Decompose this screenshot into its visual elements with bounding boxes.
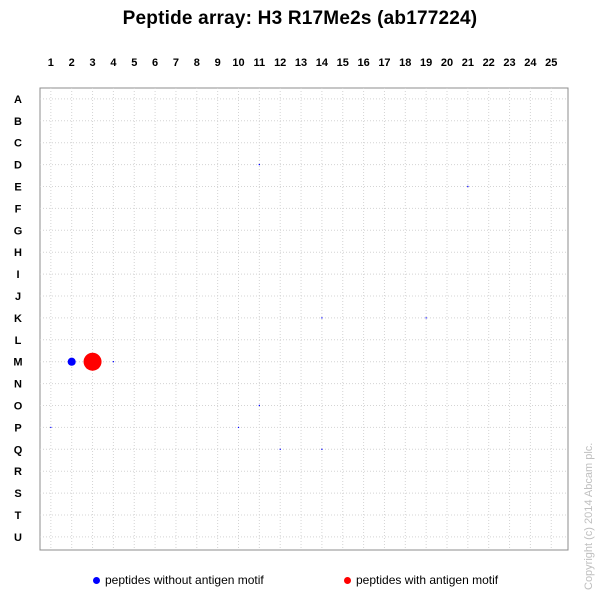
data-point-O11	[258, 404, 261, 407]
row-tick-K: K	[14, 313, 22, 325]
column-tick-25: 25	[545, 57, 557, 69]
data-point-P10	[237, 426, 240, 429]
legend-label-without-motif: peptides without antigen motif	[105, 573, 264, 587]
data-point-K14	[321, 317, 323, 319]
legend-marker-without-motif	[93, 576, 100, 584]
plot-area-frame	[39, 87, 569, 551]
row-tick-R: R	[14, 466, 22, 478]
row-tick-S: S	[14, 488, 21, 500]
row-tick-A: A	[14, 94, 22, 106]
column-tick-16: 16	[357, 57, 369, 69]
data-point-Q12	[279, 448, 281, 450]
data-point-Q14	[321, 448, 323, 450]
column-tick-labels: 1 2 3 4 5 6 7 8 9 10 11 12 13 14 15 16 17 18 19 20 21 22 23 24 2…	[48, 57, 558, 69]
column-tick-5: 5	[131, 57, 137, 69]
column-tick-22: 22	[483, 57, 495, 69]
chart-title: Peptide array: H3 R17Me2s (ab177224)	[122, 8, 478, 29]
legend-item-with-motif: peptides with antigen motif	[344, 573, 498, 587]
column-tick-23: 23	[503, 57, 515, 69]
column-tick-17: 17	[378, 57, 390, 69]
column-tick-8: 8	[194, 57, 200, 69]
column-tick-11: 11	[254, 57, 266, 69]
row-tick-M: M	[13, 357, 22, 369]
column-tick-14: 14	[316, 57, 329, 69]
row-tick-D: D	[14, 160, 22, 172]
row-tick-H: H	[14, 247, 22, 259]
data-point-P1	[50, 426, 52, 429]
row-tick-U: U	[14, 532, 22, 544]
row-tick-P: P	[14, 422, 21, 434]
column-tick-2: 2	[69, 57, 75, 69]
row-tick-G: G	[14, 225, 23, 237]
legend-marker-with-motif	[344, 576, 351, 584]
legend: peptides without antigen motif peptides …	[0, 573, 600, 589]
column-tick-7: 7	[173, 57, 179, 69]
column-tick-20: 20	[441, 57, 453, 69]
data-points	[50, 163, 469, 450]
row-tick-O: O	[14, 401, 23, 413]
row-tick-T: T	[15, 510, 22, 522]
copyright-notice: Copyright (c) 2014 Abcam plc.	[583, 442, 595, 590]
row-tick-E: E	[14, 182, 21, 194]
column-tick-19: 19	[420, 57, 432, 69]
row-tick-C: C	[14, 138, 22, 150]
column-tick-3: 3	[89, 57, 95, 69]
column-tick-15: 15	[337, 57, 349, 69]
column-tick-4: 4	[110, 57, 117, 69]
row-tick-I: I	[16, 269, 19, 281]
data-point-M3	[83, 352, 102, 371]
data-point-M2	[67, 357, 76, 366]
column-tick-18: 18	[399, 57, 411, 69]
column-tick-9: 9	[215, 57, 221, 69]
data-point-D11	[258, 163, 261, 166]
legend-item-without-motif: peptides without antigen motif	[93, 573, 264, 587]
row-tick-J: J	[15, 291, 21, 303]
legend-label-with-motif: peptides with antigen motif	[356, 573, 499, 587]
column-tick-6: 6	[152, 57, 158, 69]
data-point-E21	[467, 185, 469, 188]
grid-lines	[40, 88, 568, 550]
column-tick-13: 13	[295, 57, 307, 69]
column-tick-21: 21	[462, 57, 474, 69]
column-tick-24: 24	[524, 57, 537, 69]
row-tick-F: F	[15, 203, 22, 215]
row-tick-L: L	[15, 335, 22, 347]
data-point-M4	[112, 361, 115, 363]
column-tick-12: 12	[274, 57, 286, 69]
column-tick-10: 10	[232, 57, 244, 69]
row-tick-N: N	[14, 379, 22, 391]
column-tick-1: 1	[48, 57, 54, 69]
row-tick-B: B	[14, 116, 22, 128]
row-tick-Q: Q	[14, 444, 23, 456]
data-point-K19	[425, 317, 427, 319]
